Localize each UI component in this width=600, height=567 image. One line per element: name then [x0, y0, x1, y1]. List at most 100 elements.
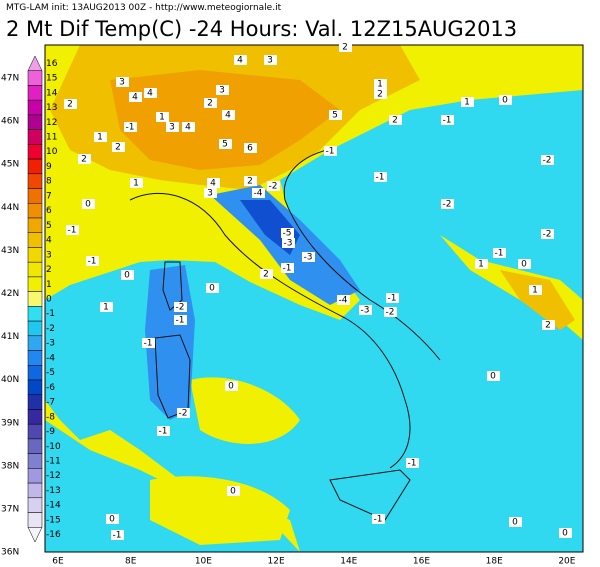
- colorbar-label: -12: [46, 471, 61, 481]
- colorbar-label: 11: [46, 133, 57, 143]
- contour-label-box: [177, 408, 190, 418]
- longitude-label: 18E: [486, 557, 503, 567]
- latitude-label: 37N: [1, 505, 19, 515]
- colorbar-cell: [27, 409, 43, 425]
- contour-label-box: [124, 122, 137, 132]
- contour-label: -4: [254, 189, 263, 199]
- longitude-label: 6E: [52, 557, 64, 567]
- latitude-label: 42N: [1, 289, 19, 299]
- contour-label: -2: [179, 409, 188, 419]
- contour-label-box: [222, 110, 235, 120]
- contour-label: 6: [247, 144, 253, 154]
- contour-label-box: [206, 283, 219, 293]
- contour-label: 0: [109, 515, 115, 525]
- latitude-label: 44N: [1, 203, 19, 213]
- contour-label: 2: [342, 43, 348, 53]
- contour-label-box: [130, 178, 143, 188]
- contour-label: 4: [185, 123, 191, 133]
- contour-label: 4: [147, 89, 153, 99]
- contour-label: 2: [392, 116, 398, 126]
- colorbar-cell: [27, 188, 43, 204]
- colorbar-label: -2: [46, 324, 55, 334]
- colorbar-cell: [27, 423, 43, 440]
- latitude-label: 45N: [1, 160, 19, 170]
- contour-label-box: [374, 79, 387, 89]
- colorbar-cell: [27, 306, 43, 322]
- contour-label-box: [374, 172, 387, 182]
- contour-label: -3: [361, 306, 370, 316]
- contour-label: 0: [490, 372, 496, 382]
- longitude-label: 10E: [195, 557, 212, 567]
- source-line: MTG-LAM init: 13AUG2013 00Z - http://www…: [6, 3, 282, 13]
- contour-label-box: [78, 154, 91, 164]
- colorbar-label: -15: [46, 515, 61, 525]
- contour-label-box: [86, 256, 99, 266]
- colorbar-cell: [27, 144, 43, 160]
- contour-label-box: [542, 320, 555, 330]
- contour-label-box: [386, 293, 399, 303]
- contour-label-box: [142, 338, 155, 348]
- contour-label: 0: [228, 382, 234, 392]
- latitude-label: 43N: [1, 246, 19, 256]
- colorbar-label: 13: [46, 103, 57, 113]
- colorbar-cell: [27, 468, 43, 484]
- colorbar-cell: [27, 158, 43, 175]
- contour-label-box: [225, 381, 238, 391]
- warm-patch: [190, 377, 300, 444]
- contour-label: 2: [207, 99, 213, 109]
- colorbar-cell: [27, 70, 43, 86]
- colorbar-cell: [27, 365, 43, 381]
- contour-label-box: [475, 259, 488, 269]
- colorbar-label: 16: [46, 59, 58, 69]
- colorbar-cell: [27, 394, 43, 410]
- contour-label-box: [129, 92, 142, 102]
- contour-label: 2: [67, 100, 73, 110]
- contour-label: -1: [176, 316, 185, 326]
- contour-label-box: [264, 55, 277, 65]
- contour-label-box: [66, 225, 79, 235]
- contour-label: 1: [377, 80, 383, 90]
- contour-label-box: [156, 112, 169, 122]
- colorbar-label: -9: [46, 427, 55, 437]
- colorbar-label: -4: [46, 353, 55, 363]
- colorbar-label: 4: [46, 236, 52, 246]
- contour-label-box: [406, 458, 419, 468]
- colorbar-cell: [27, 99, 43, 116]
- contour-label: -2: [386, 308, 395, 318]
- contour-label-box: [106, 514, 119, 524]
- colorbar-label: -10: [46, 442, 61, 452]
- colorbar-cell: [27, 173, 43, 189]
- colorbar-label: 10: [46, 147, 58, 157]
- contour-label-box: [559, 528, 572, 538]
- latitude-label: 47N: [1, 74, 19, 84]
- colorbar-cell: [27, 320, 43, 337]
- contour-label-box: [182, 122, 195, 132]
- contour-label: 4: [237, 56, 243, 66]
- colorbar-cell: [27, 350, 43, 366]
- contour-label-box: [518, 259, 531, 269]
- contour-label-box: [216, 85, 229, 95]
- contour-label: -2: [176, 303, 185, 313]
- contour-label-box: [529, 285, 542, 295]
- contour-label: -1: [495, 249, 504, 259]
- contour-label: 4: [225, 111, 231, 121]
- contour-label: -2: [543, 230, 552, 240]
- contour-label: 1: [133, 179, 139, 189]
- latitude-label: 38N: [1, 461, 19, 471]
- contour-label: 1: [532, 286, 538, 296]
- contour-label: 0: [124, 271, 130, 281]
- contour-label-box: [493, 248, 506, 258]
- colorbar-label: -16: [46, 530, 61, 540]
- warm-patch: [500, 270, 575, 330]
- colorbar-cell: [27, 276, 43, 292]
- contour-label-box: [339, 42, 352, 52]
- contour-label-box: [204, 98, 217, 108]
- colorbar-label: 2: [46, 265, 52, 275]
- contour-label: 1: [159, 113, 165, 123]
- colorbar: 161514131211109876543210-1-2-3-4-5-6-7-8…: [27, 55, 61, 543]
- contour-label-box: [112, 142, 125, 152]
- contour-label-box: [389, 115, 402, 125]
- contour-label: 3: [219, 86, 225, 96]
